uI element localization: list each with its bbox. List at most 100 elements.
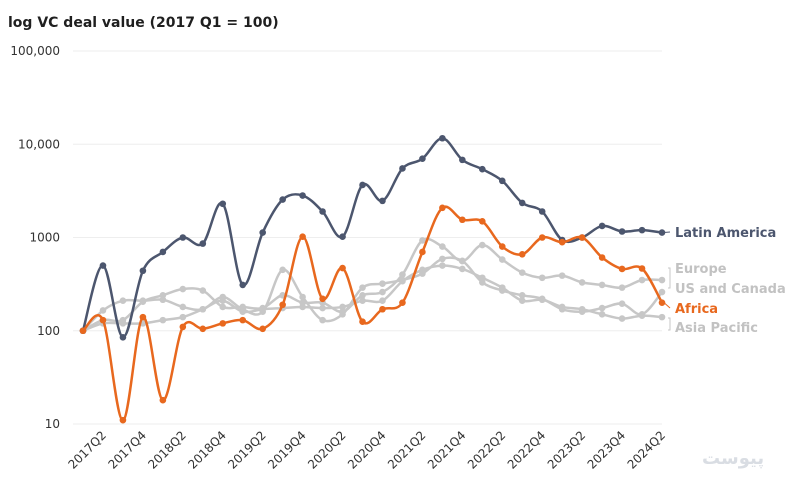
x-axis-ticks: 2017Q22017Q42018Q22018Q42019Q22019Q42020… xyxy=(66,428,669,472)
data-point-europe xyxy=(399,271,406,278)
data-point-latin-america xyxy=(399,165,406,172)
data-point-asia-pacific xyxy=(578,305,586,313)
watermark-logo: پیوست xyxy=(702,448,765,469)
data-point-africa xyxy=(119,416,127,424)
data-point-us-and-canada xyxy=(99,307,107,314)
data-point-africa xyxy=(558,238,566,246)
data-point-asia-pacific xyxy=(518,297,526,305)
data-point-africa xyxy=(339,264,346,272)
x-tick-label: 2018Q2 xyxy=(145,428,189,472)
data-point-latin-america xyxy=(439,134,446,142)
data-point-us-and-canada xyxy=(339,311,346,318)
data-point-europe xyxy=(618,284,626,291)
data-point-latin-america xyxy=(419,155,426,162)
data-point-africa xyxy=(359,318,366,326)
data-point-latin-america xyxy=(538,208,546,215)
data-point-us-and-canada xyxy=(618,300,626,308)
data-point-europe xyxy=(179,285,187,293)
series-label-asia-pacific: Asia Pacific xyxy=(675,321,758,336)
data-point-latin-america xyxy=(379,197,386,205)
leader-line xyxy=(663,231,671,234)
data-point-latin-america xyxy=(598,222,606,230)
data-point-latin-america xyxy=(299,192,306,199)
data-point-us-and-canada xyxy=(658,288,666,296)
data-point-latin-america xyxy=(179,234,187,241)
data-point-europe xyxy=(479,241,486,249)
data-point-latin-america xyxy=(139,267,147,275)
data-point-africa xyxy=(419,248,426,256)
x-tick-label: 2023Q4 xyxy=(585,428,629,472)
data-point-africa xyxy=(379,305,386,313)
data-point-europe xyxy=(379,288,386,296)
data-point-africa xyxy=(99,316,107,324)
data-point-latin-america xyxy=(359,181,366,189)
data-point-latin-america xyxy=(498,177,506,185)
data-point-asia-pacific xyxy=(479,274,486,282)
data-point-africa xyxy=(399,299,406,306)
x-tick-label: 2019Q4 xyxy=(265,428,309,472)
data-point-asia-pacific xyxy=(618,315,626,322)
data-point-europe xyxy=(439,243,446,250)
series-line-africa xyxy=(82,205,664,422)
data-point-europe xyxy=(199,287,207,294)
data-point-africa xyxy=(459,216,466,224)
data-point-us-and-canada xyxy=(179,303,187,311)
data-point-europe xyxy=(598,281,606,289)
data-point-asia-pacific xyxy=(259,305,266,313)
data-point-latin-america xyxy=(119,334,127,341)
data-point-latin-america xyxy=(159,248,167,256)
data-point-africa xyxy=(279,301,286,309)
data-point-latin-america xyxy=(638,226,646,234)
data-point-us-and-canada xyxy=(119,297,127,305)
data-point-asia-pacific xyxy=(558,303,566,311)
data-point-africa xyxy=(239,316,247,324)
data-point-africa xyxy=(159,396,167,404)
chart-title: log VC deal value (2017 Q1 = 100) xyxy=(8,15,279,31)
data-point-asia-pacific xyxy=(379,297,386,305)
data-point-asia-pacific xyxy=(439,262,446,269)
data-point-europe xyxy=(658,276,666,284)
data-point-us-and-canada xyxy=(479,279,486,286)
data-point-africa xyxy=(179,323,187,331)
data-point-asia-pacific xyxy=(119,320,127,327)
data-point-asia-pacific xyxy=(598,311,606,318)
data-point-africa xyxy=(538,234,546,241)
series-labels: Latin America Europe US and Canada Africa As… xyxy=(663,226,786,336)
data-point-africa xyxy=(598,254,606,261)
x-tick-label: 2021Q2 xyxy=(385,428,429,472)
x-tick-label: 2023Q2 xyxy=(545,428,589,472)
leader-line xyxy=(663,302,671,309)
y-tick-label: 10 xyxy=(45,417,60,431)
x-tick-label: 2020Q2 xyxy=(305,428,349,472)
data-point-africa xyxy=(319,295,326,303)
data-point-us-and-canada xyxy=(299,293,306,301)
data-point-europe xyxy=(638,276,646,284)
data-point-asia-pacific xyxy=(498,284,506,291)
y-tick-label: 1000 xyxy=(29,231,60,245)
series-lines xyxy=(79,134,666,424)
data-point-europe xyxy=(498,256,506,263)
data-point-latin-america xyxy=(618,228,626,235)
data-point-asia-pacific xyxy=(658,313,666,321)
data-point-asia-pacific xyxy=(638,312,646,320)
x-tick-label: 2022Q4 xyxy=(505,428,549,472)
data-point-asia-pacific xyxy=(219,297,227,305)
data-point-latin-america xyxy=(319,208,326,215)
data-point-africa xyxy=(199,325,207,333)
data-point-us-and-canada xyxy=(319,316,326,324)
data-point-latin-america xyxy=(518,199,526,207)
data-point-latin-america xyxy=(259,229,266,236)
data-point-europe xyxy=(419,237,426,244)
leader-bracket xyxy=(668,267,671,289)
data-point-africa xyxy=(439,204,446,212)
data-point-asia-pacific xyxy=(199,305,207,313)
data-point-us-and-canada xyxy=(518,291,526,299)
data-point-africa xyxy=(518,251,526,258)
x-tick-label: 2017Q2 xyxy=(66,428,110,472)
data-point-europe xyxy=(558,272,566,279)
data-point-us-and-canada xyxy=(459,257,466,265)
data-point-europe xyxy=(518,269,526,276)
y-axis-ticks: 10 100 1000 10,000 100,000 xyxy=(10,44,60,431)
data-point-asia-pacific xyxy=(339,303,346,311)
data-point-asia-pacific xyxy=(538,296,546,304)
